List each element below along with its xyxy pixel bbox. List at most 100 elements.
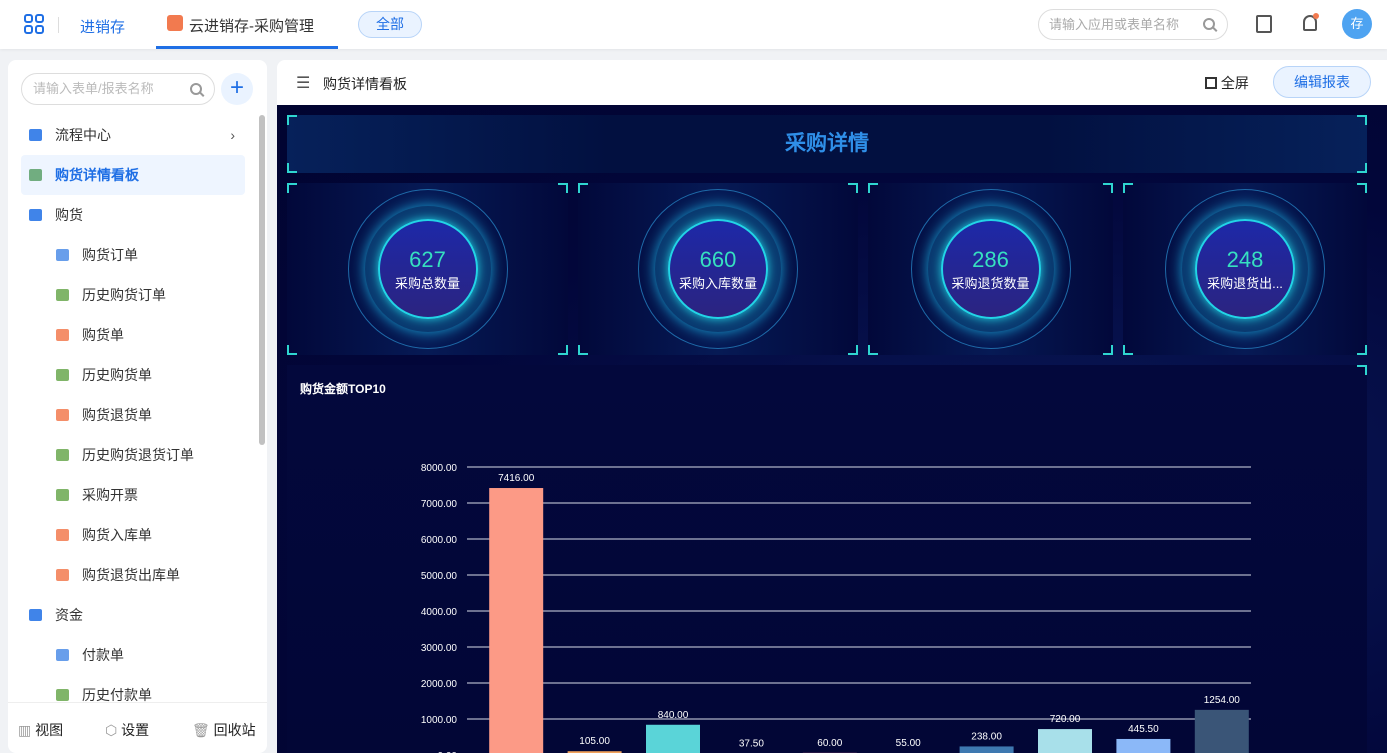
sidebar-item[interactable]: 购货入库单: [21, 515, 245, 555]
sidebar-item-label: 资金: [55, 607, 83, 623]
divider: [58, 17, 59, 33]
bar[interactable]: [1038, 729, 1092, 753]
sidebar-item-label: 购货详情看板: [55, 167, 139, 183]
all-button[interactable]: 全部: [358, 11, 422, 38]
bar[interactable]: [646, 724, 700, 753]
search-icon: [1203, 18, 1215, 30]
bar-value-label: 1254.00: [1204, 695, 1241, 706]
search-placeholder: 请输入应用或表单名称: [1049, 17, 1180, 32]
bar[interactable]: [959, 746, 1014, 753]
bar[interactable]: [567, 751, 622, 753]
bar-value-label: 720.00: [1050, 714, 1081, 725]
payment-icon: [56, 649, 69, 661]
y-tick-label: 8000.00: [421, 463, 458, 474]
y-tick-label: 3000.00: [421, 643, 458, 654]
y-tick-label: 4000.00: [421, 607, 458, 618]
truck-icon: [56, 569, 69, 581]
sidebar-item-label: 购货退货单: [82, 407, 152, 423]
global-search-input[interactable]: 请输入应用或表单名称: [1038, 9, 1228, 40]
sidebar-item[interactable]: 购货退货单: [21, 395, 245, 435]
document-icon: [56, 369, 69, 381]
kpi-value: 660: [699, 247, 737, 272]
settings-label: 设置: [121, 722, 150, 738]
sidebar-item-label: 历史购货退货订单: [82, 447, 194, 463]
chart-panel: 购货金额TOP10 0.00 1000.00 2000.00 3000.00 4000.…: [287, 365, 1367, 753]
fullscreen-button[interactable]: 全屏: [1205, 73, 1249, 93]
fullscreen-label: 全屏: [1220, 75, 1249, 91]
bar-chart-icon: ▥: [18, 722, 32, 738]
sidebar-item[interactable]: 购货详情看板: [21, 155, 245, 195]
stamp-icon: [56, 489, 69, 501]
y-tick-label: 1000.00: [421, 715, 458, 726]
kpi-label: 采购退货数量: [951, 276, 1030, 291]
folder-icon: [29, 609, 42, 621]
sidebar-item-label: 采购开票: [82, 487, 138, 503]
add-button[interactable]: +: [221, 73, 253, 105]
sidebar-item[interactable]: 采购开票: [21, 475, 245, 515]
sidebar-item[interactable]: 历史购货单: [21, 355, 245, 395]
bar[interactable]: [1116, 738, 1171, 753]
cart-icon: [56, 249, 69, 261]
sidebar-item[interactable]: 购货单: [21, 315, 245, 355]
sidebar-item[interactable]: 资金: [21, 595, 245, 635]
app-name-link[interactable]: 进销存: [80, 19, 126, 36]
recycle-label: 回收站: [213, 722, 256, 738]
bar-value-label: 105.00: [579, 736, 610, 747]
sidebar-item[interactable]: 购货订单: [21, 235, 245, 275]
sidebar-item[interactable]: 历史购货退货订单: [21, 435, 245, 475]
sidebar: 请输入表单/报表名称 + 流程中心 › 购货详情看板 购货 购货订单 历史购货订单 购货单历…: [8, 60, 267, 753]
sidebar-item-label: 付款单: [82, 647, 124, 663]
y-tick-label: 0.00: [438, 751, 458, 753]
kpi-value: 286: [972, 247, 1009, 272]
sidebar-item[interactable]: 历史付款单: [21, 675, 245, 715]
tab-label: 云进销存-采购管理: [189, 18, 314, 35]
recycle-bin-button[interactable]: 🗑 回收站: [192, 720, 256, 740]
page-title: 购货详情看板: [323, 76, 407, 92]
sidebar-item[interactable]: 流程中心 ›: [21, 115, 245, 155]
search-icon: [190, 83, 202, 95]
kpi-label: 采购退货出...: [1207, 276, 1283, 291]
send-icon: [56, 409, 69, 421]
bar-value-label: 55.00: [896, 738, 921, 749]
sidebar-item-label: 历史付款单: [82, 687, 152, 703]
search-placeholder: 请输入表单/报表名称: [33, 81, 154, 96]
sidebar-item[interactable]: 购货退货出库单: [21, 555, 245, 595]
tab-purchase-management[interactable]: 云进销存-采购管理: [156, 0, 338, 49]
sidebar-item-label: 购货入库单: [82, 527, 152, 543]
kpi-card: 286 采购退货数量: [868, 183, 1113, 355]
chart-title: 购货金额TOP10: [300, 382, 386, 396]
truck-icon: [56, 529, 69, 541]
scrollbar[interactable]: [259, 115, 265, 445]
bell-icon[interactable]: [1303, 13, 1319, 31]
document-icon: [56, 289, 69, 301]
contacts-icon[interactable]: [1256, 15, 1272, 33]
bar-value-label: 7416.00: [498, 473, 535, 484]
kpi-card: 660 采购入库数量: [578, 183, 858, 355]
avatar[interactable]: 存: [1342, 9, 1372, 39]
dashboard-banner: 采购详情: [287, 115, 1367, 173]
kpi-card: 627 采购总数量: [287, 183, 568, 355]
dashboard-title: 采购详情: [785, 132, 869, 155]
apps-grid-icon[interactable]: [24, 14, 44, 34]
sidebar-search-input[interactable]: 请输入表单/报表名称: [21, 73, 215, 105]
bar-value-label: 840.00: [658, 710, 689, 721]
bar-value-label: 60.00: [817, 738, 842, 749]
edit-report-button[interactable]: 编辑报表: [1273, 66, 1371, 98]
org-chart-icon: [29, 129, 42, 141]
bar[interactable]: [489, 488, 544, 753]
bar-value-label: 37.50: [739, 739, 764, 750]
top-bar: 进销存 云进销存-采购管理 全部 请输入应用或表单名称 存: [0, 0, 1387, 49]
y-tick-label: 5000.00: [421, 571, 458, 582]
bar[interactable]: [1194, 709, 1249, 753]
sidebar-item[interactable]: 付款单: [21, 635, 245, 675]
sidebar-item-label: 购货订单: [82, 247, 138, 263]
main-panel: ☰ 购货详情看板 全屏 编辑报表 采购详情 627 采购总数量 660 采购入库数量 2…: [277, 60, 1387, 753]
settings-button[interactable]: ⬡ 设置: [105, 720, 149, 740]
sidebar-item[interactable]: 购货: [21, 195, 245, 235]
view-button[interactable]: ▥ 视图: [18, 720, 63, 740]
folder-icon: [29, 209, 42, 221]
document-icon: [56, 449, 69, 461]
sidebar-item[interactable]: 历史购货订单: [21, 275, 245, 315]
collapse-menu-icon[interactable]: ☰: [296, 75, 311, 92]
gear-icon: ⬡: [105, 722, 118, 738]
